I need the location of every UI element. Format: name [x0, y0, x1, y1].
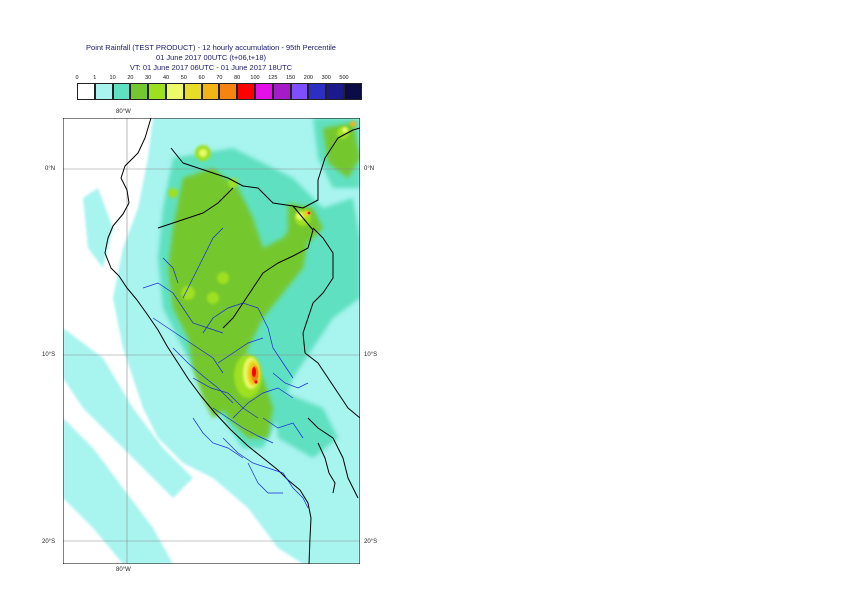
right-latitude-label-20s: 20°S [364, 539, 378, 545]
legend-color-swatch [290, 83, 309, 100]
colombia-brazil-border [302, 127, 360, 209]
legend-threshold-label: 200 [303, 75, 313, 81]
legend-threshold-label: 0 [75, 75, 79, 81]
legend-threshold-label: 70 [216, 75, 223, 81]
ecuador-peru-border-north [157, 187, 234, 229]
legend-threshold-label: 100 [250, 75, 260, 81]
legend-threshold-label: 40 [162, 75, 170, 81]
rainfall-map [63, 118, 360, 564]
right-latitude-label-10s: 10°S [364, 352, 378, 358]
peru-bolivia-border [304, 352, 360, 419]
map-run-time: 01 June 2017 00UTC (t+06,t+18) [155, 53, 267, 62]
map-title: Point Rainfall (TEST PRODUCT) - 12 hourl… [86, 43, 336, 52]
map-valid-time: VT: 01 June 2017 06UTC - 01 June 2017 18… [129, 63, 293, 72]
bolivia-border [307, 417, 359, 499]
lake-titicaca [317, 442, 336, 494]
colombia-ecuador-border [170, 147, 304, 209]
legend-threshold-label: 20 [127, 75, 134, 81]
legend-color-swatch [237, 83, 255, 100]
legend-color-swatch [112, 83, 131, 100]
bottom-longitude-label: 80°W [116, 567, 131, 573]
peru-brazil-border [222, 205, 314, 329]
legend-threshold-label: 10 [109, 75, 116, 81]
legend-color-swatch [183, 83, 202, 100]
left-latitude-label-0: 0°N [45, 166, 56, 172]
left-latitude-label-20s: 20°S [42, 539, 56, 545]
legend-threshold-label: 150 [286, 75, 296, 81]
legend-color-swatch [94, 83, 113, 100]
legend-color-swatch [201, 83, 220, 100]
legend-threshold-label: 80 [234, 75, 241, 81]
peru-border-east [302, 227, 334, 354]
legend-color-swatch [272, 83, 291, 100]
legend-threshold-label: 125 [268, 75, 278, 81]
legend-color-swatch [344, 83, 362, 100]
legend-color-swatch [77, 83, 95, 100]
legend-threshold-label: 1 [93, 75, 97, 81]
legend-threshold-label: 50 [180, 75, 187, 81]
legend-color-swatch [130, 83, 149, 100]
top-longitude-label: 80°W [116, 109, 131, 115]
legend-color-swatch [219, 83, 238, 100]
legend-color-swatch [255, 83, 273, 100]
left-latitude-label-10s: 10°S [42, 352, 56, 358]
legend-color-swatch [148, 83, 166, 100]
legend-threshold-label: 60 [198, 75, 205, 81]
legend-color-swatch [308, 83, 327, 100]
legend-color-swatch [166, 83, 184, 100]
legend-threshold-label: 300 [321, 75, 331, 81]
legend-threshold-label: 30 [145, 75, 152, 81]
legend-threshold-label: 500 [339, 75, 349, 81]
rain-band-80-100 [252, 211, 311, 384]
right-latitude-label-0: 0°N [364, 166, 375, 172]
legend-color-swatch [326, 83, 344, 100]
department-boundaries [142, 227, 309, 509]
